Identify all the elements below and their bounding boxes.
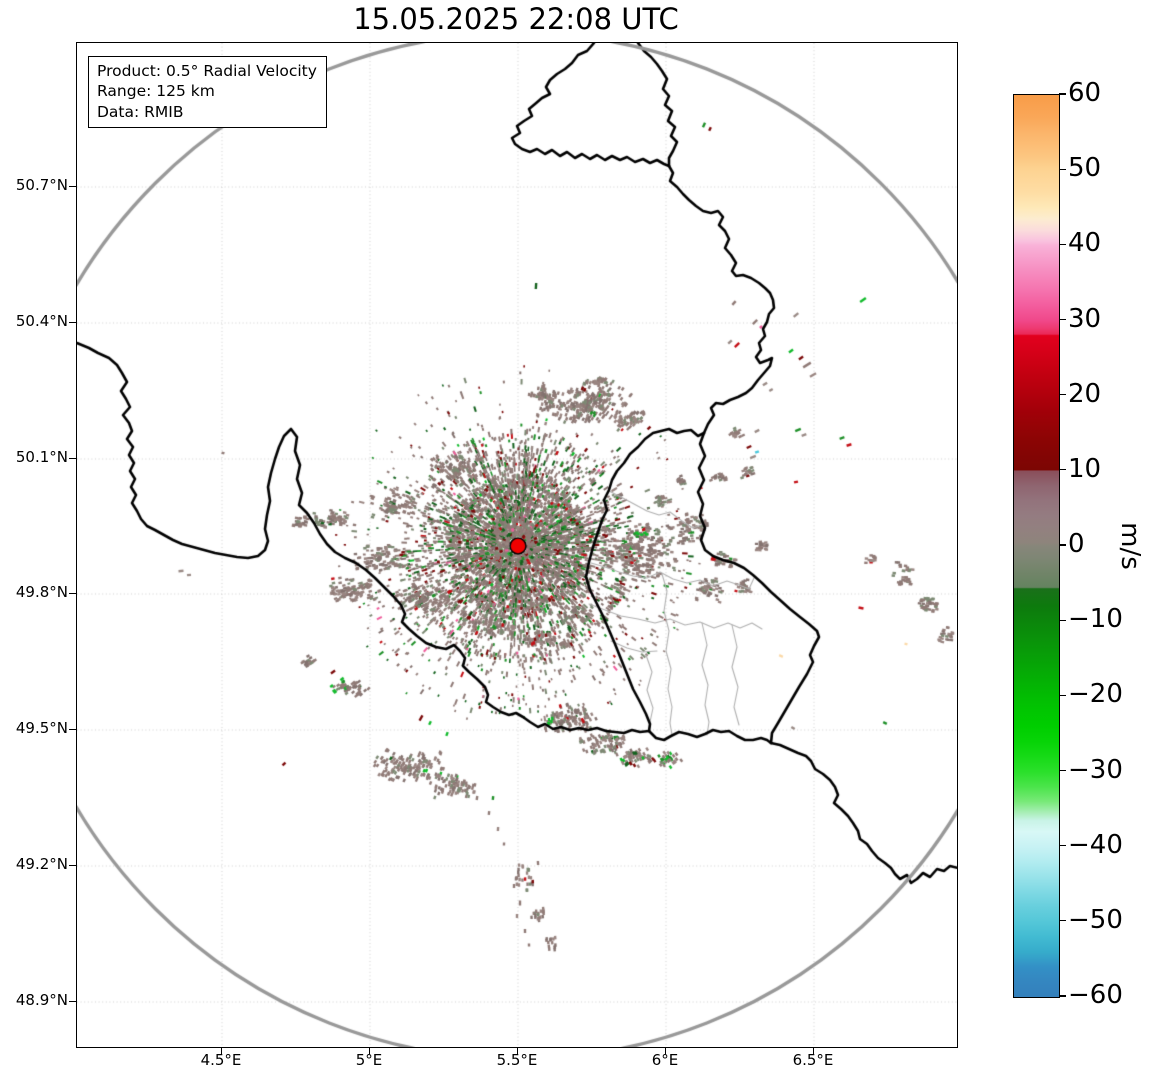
colorbar-tick-mark — [1059, 93, 1066, 95]
lon-tick-label: 5°E — [355, 1051, 383, 1069]
lat-tick-label: 49.2°N — [15, 855, 68, 873]
info-product: Product: 0.5° Radial Velocity — [97, 62, 317, 80]
colorbar-tick-mark — [1059, 694, 1066, 696]
colorbar-tick-mark — [1059, 469, 1066, 471]
colorbar-tick-label: 20 — [1068, 378, 1102, 409]
colorbar-tick-mark — [1059, 769, 1066, 772]
colorbar-tick-label: −40 — [1068, 829, 1123, 860]
colorbar-tick-mark — [1059, 995, 1066, 997]
lat-tick-mark — [69, 321, 76, 323]
radar-map-canvas — [77, 43, 957, 1047]
colorbar-tick-label: 60 — [1068, 78, 1102, 108]
colorbar — [1013, 94, 1060, 998]
colorbar-tick-label: 40 — [1068, 228, 1102, 259]
lon-tick-mark — [516, 1047, 518, 1054]
colorbar-tick-label: 50 — [1068, 153, 1102, 184]
lat-tick-label: 50.7°N — [15, 176, 68, 194]
lat-tick-label: 48.9°N — [15, 991, 68, 1009]
lon-tick-mark — [220, 1047, 222, 1054]
page-title: 15.05.2025 22:08 UTC — [353, 2, 679, 36]
info-box: Product: 0.5° Radial Velocity Range: 125… — [88, 56, 327, 129]
map-plot: Product: 0.5° Radial Velocity Range: 125… — [76, 42, 958, 1048]
colorbar-tick-mark — [1059, 318, 1066, 321]
colorbar-tick-mark — [1059, 168, 1066, 170]
lat-tick-mark — [69, 185, 76, 187]
colorbar-tick-mark — [1059, 619, 1066, 621]
lat-tick-mark — [69, 1000, 76, 1002]
lat-tick-label: 50.1°N — [15, 448, 68, 466]
info-data-source: Data: RMIB — [97, 102, 184, 121]
lat-tick-label: 49.8°N — [15, 583, 68, 601]
colorbar-tick-label: −30 — [1068, 754, 1123, 785]
lon-tick-mark — [368, 1047, 370, 1054]
colorbar-tick-mark — [1059, 243, 1066, 245]
info-range: Range: 125 km — [97, 82, 215, 101]
colorbar-tick-mark — [1059, 920, 1066, 922]
lat-tick-label: 49.5°N — [15, 719, 68, 737]
colorbar-tick-mark — [1059, 394, 1066, 396]
colorbar-unit-label: m/s — [1114, 522, 1145, 570]
colorbar-tick-mark — [1059, 845, 1066, 847]
lon-tick-label: 6.5°E — [792, 1051, 834, 1069]
lon-tick-mark — [812, 1047, 814, 1054]
colorbar-tick-label: −50 — [1068, 904, 1123, 935]
lon-tick-label: 5.5°E — [496, 1051, 538, 1069]
colorbar-tick-label: −20 — [1068, 679, 1123, 710]
colorbar-tick-label: −60 — [1068, 980, 1123, 1010]
colorbar-tick-mark — [1059, 544, 1066, 546]
lon-tick-label: 4.5°E — [200, 1051, 242, 1069]
lon-tick-mark — [664, 1047, 666, 1054]
lat-tick-mark — [69, 592, 76, 594]
colorbar-tick-label: 10 — [1068, 453, 1102, 484]
lat-tick-mark — [69, 864, 76, 866]
colorbar-tick-label: 0 — [1068, 529, 1085, 559]
lat-tick-mark — [69, 457, 76, 459]
lat-tick-mark — [69, 728, 76, 730]
colorbar-tick-label: 30 — [1068, 303, 1102, 334]
colorbar-tick-label: −10 — [1068, 604, 1123, 635]
lon-tick-label: 6°E — [651, 1051, 679, 1069]
lat-tick-label: 50.4°N — [15, 312, 68, 330]
